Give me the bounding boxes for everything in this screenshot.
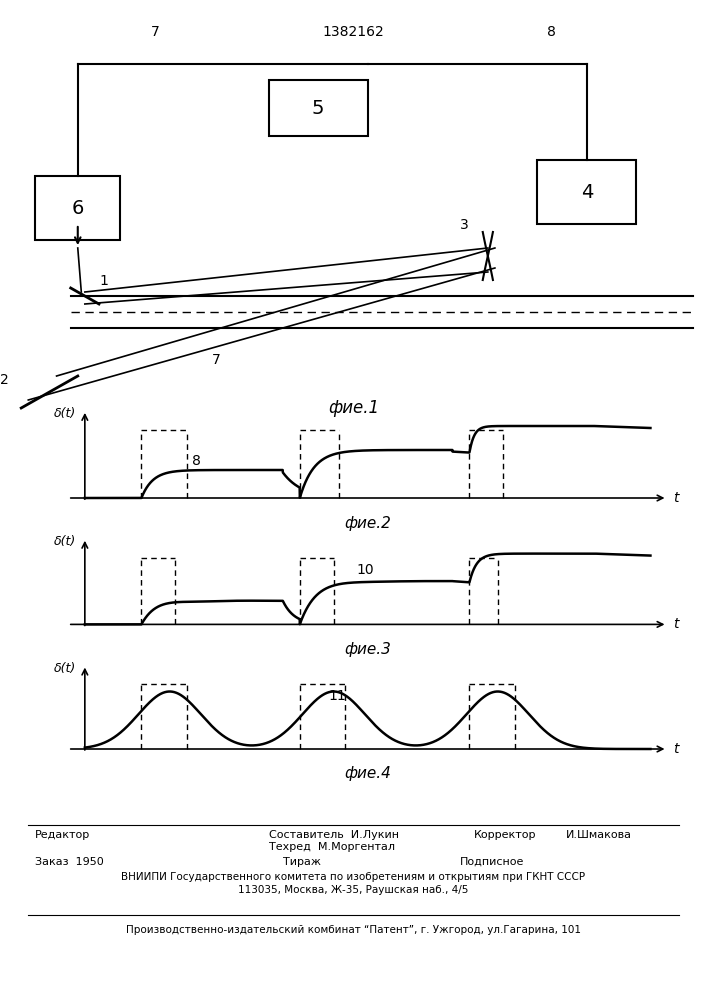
Text: 113035, Москва, Ж-35, Раушская наб., 4/5: 113035, Москва, Ж-35, Раушская наб., 4/5 xyxy=(238,885,469,895)
Text: 1382162: 1382162 xyxy=(322,25,385,39)
Text: Техред  М.Моргентал: Техред М.Моргентал xyxy=(269,842,395,852)
Text: Подписное: Подписное xyxy=(460,857,524,867)
Polygon shape xyxy=(269,80,368,136)
Text: фие.2: фие.2 xyxy=(344,516,391,531)
Polygon shape xyxy=(35,176,120,240)
Text: И.Шмакова: И.Шмакова xyxy=(566,830,631,840)
Text: фие.3: фие.3 xyxy=(344,642,391,657)
Text: δ(t): δ(t) xyxy=(54,535,76,548)
Text: Корректор: Корректор xyxy=(474,830,536,840)
Text: 6: 6 xyxy=(71,198,84,218)
Text: 7: 7 xyxy=(212,353,221,367)
Text: Производственно-издательский комбинат “Патент”, г. Ужгород, ул.Гагарина, 101: Производственно-издательский комбинат “П… xyxy=(126,925,581,935)
Polygon shape xyxy=(537,160,636,224)
Text: 2: 2 xyxy=(0,373,8,387)
Text: фие.4: фие.4 xyxy=(344,766,391,781)
Text: Составитель  И.Лукин: Составитель И.Лукин xyxy=(269,830,399,840)
Text: 11: 11 xyxy=(328,689,346,703)
Text: t: t xyxy=(673,617,679,631)
Text: 1: 1 xyxy=(99,274,108,288)
Text: Заказ  1950: Заказ 1950 xyxy=(35,857,104,867)
Text: 5: 5 xyxy=(312,99,325,117)
Text: t: t xyxy=(673,491,679,505)
Text: Тираж: Тираж xyxy=(283,857,321,867)
Text: 4: 4 xyxy=(580,182,593,202)
Text: δ(t): δ(t) xyxy=(54,662,76,675)
Text: 3: 3 xyxy=(460,218,468,232)
Text: 7: 7 xyxy=(151,25,160,39)
Text: 8: 8 xyxy=(192,454,201,468)
Text: t: t xyxy=(673,742,679,756)
Text: фие.1: фие.1 xyxy=(328,399,379,417)
Text: Редактор: Редактор xyxy=(35,830,90,840)
Text: δ(t): δ(t) xyxy=(54,408,76,420)
Text: 10: 10 xyxy=(356,563,374,577)
Text: ВНИИПИ Государственного комитета по изобретениям и открытиям при ГКНТ СССР: ВНИИПИ Государственного комитета по изоб… xyxy=(122,872,585,882)
Text: 8: 8 xyxy=(547,25,556,39)
